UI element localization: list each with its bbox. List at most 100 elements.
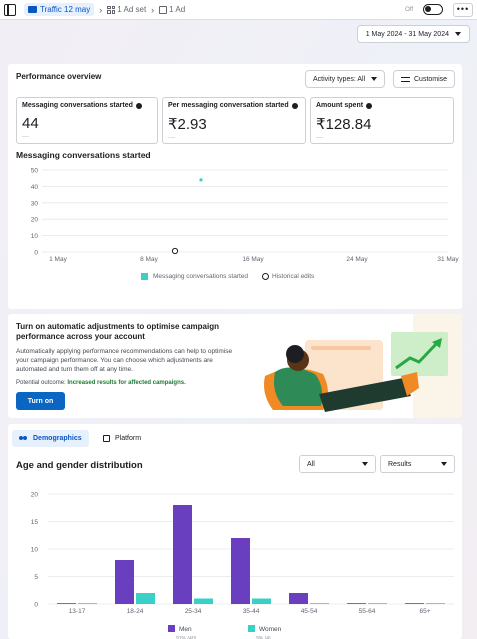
x-tick-label: 8 May	[140, 256, 158, 263]
bar-men	[405, 603, 424, 604]
y-tick-label: 20	[31, 492, 39, 499]
y-tick-label: 0	[34, 250, 38, 257]
metric-card-amount-spent[interactable]: Amount spent ₹128.84 —	[310, 97, 454, 144]
date-range-label: 1 May 2024 - 31 May 2024	[365, 30, 449, 38]
legend-sub-label: 91% (40)	[176, 636, 197, 639]
turn-on-button[interactable]: Turn on	[16, 392, 65, 410]
more-options-button[interactable]: •••	[453, 2, 473, 17]
audience-filter-dropdown[interactable]: All	[299, 455, 376, 473]
potential-outcome: Potential outcome: Increased results for…	[16, 380, 186, 386]
x-tick-label: 45-54	[301, 608, 318, 615]
legend-history-label: Historical edits	[272, 273, 315, 280]
metric-card-cost-per-conversation[interactable]: Per messaging conversation started ₹2.93…	[162, 97, 306, 144]
x-tick-label: 25-34	[185, 608, 202, 615]
info-icon[interactable]	[291, 102, 298, 109]
activity-types-dropdown[interactable]: Activity types: All	[305, 70, 386, 88]
x-tick-label: 24 May	[346, 256, 368, 263]
y-tick-label: 10	[31, 547, 39, 554]
section-title: Performance overview	[16, 72, 102, 81]
chart-title: Messaging conversations started	[16, 150, 151, 160]
bar-men	[57, 603, 76, 604]
tab-platform[interactable]: Platform	[98, 430, 146, 447]
metric-value: ₹128.84	[316, 116, 372, 133]
legend-swatch	[248, 625, 255, 632]
y-tick-label: 20	[31, 217, 39, 224]
x-tick-label: 31 May	[437, 256, 459, 263]
relaxing-person-illustration	[264, 314, 462, 418]
metric-label-text: Per messaging conversation started	[168, 102, 289, 109]
legend-label: Women	[259, 626, 282, 633]
chevron-down-icon	[441, 462, 447, 466]
legend-sub-label: 9% (4)	[256, 636, 271, 639]
tab-platform-label: Platform	[115, 435, 142, 442]
campaign-name: Traffic 12 may	[40, 5, 91, 14]
y-tick-label: 5	[34, 574, 38, 581]
metric-comparison: —	[168, 134, 175, 141]
chevron-down-icon	[371, 77, 378, 81]
tab-demographics[interactable]: Demographics	[12, 430, 89, 447]
age-gender-chart: 0 5 10 15 20 13-17 18-24 25-34 35-44 45-54 55-64 65…	[31, 492, 454, 639]
y-tick-label: 30	[31, 200, 39, 207]
y-tick-label: 15	[31, 519, 39, 526]
chevron-down-icon	[362, 462, 368, 466]
x-tick-label: 18-24	[127, 608, 144, 615]
chart-legend: Messaging conversations started Historic…	[141, 273, 314, 280]
recommendation-title: Turn on automatic adjustments to optimis…	[16, 322, 219, 341]
customise-label: Customise	[414, 75, 448, 83]
breadcrumb-adset[interactable]: 1 Ad set	[107, 5, 146, 14]
activity-types-label: Activity types: All	[313, 75, 366, 83]
sidebar-toggle-icon[interactable]	[4, 3, 16, 16]
recommendation-card: Turn on automatic adjustments to optimis…	[8, 314, 462, 418]
customise-button[interactable]: Customise	[393, 70, 456, 88]
bar-women	[252, 598, 271, 604]
metric-label: Per messaging conversation started	[168, 102, 300, 109]
metric-value: 44	[22, 115, 39, 132]
chevron-right-icon: ›	[151, 4, 155, 15]
historical-edits-icon	[262, 273, 270, 280]
metric-label-text: Messaging conversations started	[22, 102, 133, 109]
metric-label: Messaging conversations started	[22, 102, 152, 109]
metric-card-conversations[interactable]: Messaging conversations started 44 —	[16, 97, 158, 144]
top-bar: Traffic 12 may › 1 Ad set › 1 Ad Off •••	[0, 0, 477, 20]
metric-label: Amount spent	[316, 102, 448, 109]
people-icon	[19, 435, 28, 442]
campaign-toggle[interactable]	[423, 4, 443, 15]
bar-men	[231, 538, 250, 604]
outcome-label: Potential outcome:	[16, 380, 66, 386]
y-tick-label: 0	[34, 602, 38, 609]
demographics-card: Demographics Platform Age and gender dis…	[8, 424, 462, 639]
tab-demographics-label: Demographics	[33, 435, 82, 442]
bar-men	[115, 560, 134, 604]
ad-label: 1 Ad	[169, 5, 186, 14]
breadcrumb-campaign[interactable]: Traffic 12 may	[24, 3, 95, 16]
bar-women	[136, 593, 155, 604]
adset-icon	[107, 5, 116, 14]
info-icon[interactable]	[135, 102, 142, 109]
y-tick-label: 10	[31, 233, 39, 240]
bar-women	[368, 603, 387, 604]
bar-women	[194, 598, 213, 604]
metric-label-text: Amount spent	[316, 102, 364, 109]
status-text: Off	[405, 6, 413, 13]
platform-icon	[103, 435, 110, 442]
bar-women	[310, 603, 329, 604]
x-tick-label: 35-44	[243, 608, 260, 615]
audience-filter-value: All	[307, 460, 315, 468]
x-tick-label: 16 May	[242, 256, 264, 263]
date-range-picker[interactable]: 1 May 2024 - 31 May 2024	[356, 25, 470, 43]
legend-series-label: Messaging conversations started	[153, 273, 249, 280]
historical-edit-marker	[171, 247, 179, 255]
outcome-value: Increased results for affected campaigns…	[67, 380, 186, 386]
breadcrumb-ad[interactable]: 1 Ad	[159, 5, 185, 14]
bar-women	[78, 603, 97, 604]
chevron-right-icon: ›	[99, 4, 103, 15]
legend-label: Men	[179, 626, 192, 633]
bar-men	[289, 593, 308, 604]
info-icon[interactable]	[366, 102, 373, 109]
ad-icon	[159, 5, 168, 14]
metric-filter-dropdown[interactable]: Results	[380, 455, 455, 473]
folder-icon	[28, 6, 37, 13]
recommendation-body: Automatically applying performance recom…	[16, 348, 233, 373]
x-tick-label: 1 May	[49, 256, 67, 263]
conversations-chart: 0 10 20 30 40 50 1 May 8 May 16 May 24 May 31 May	[31, 168, 460, 264]
